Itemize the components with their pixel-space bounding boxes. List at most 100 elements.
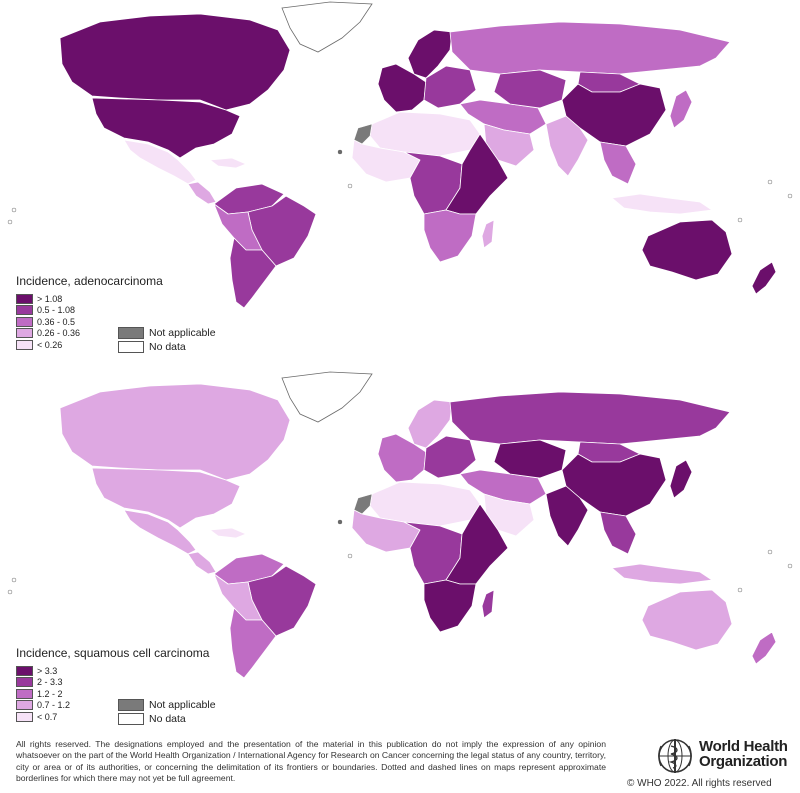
region-greenland — [281, 371, 373, 423]
island-dot — [337, 519, 343, 525]
region-mexico — [123, 139, 197, 185]
region-usa — [91, 467, 241, 529]
legend-label: 0.7 - 1.2 — [37, 700, 71, 711]
region-russia — [449, 391, 731, 445]
legend-item: Not applicable — [118, 698, 216, 712]
legend-label: 1.2 - 2 — [37, 688, 63, 699]
region-southeast-asia — [599, 141, 637, 185]
region-southern-cone — [229, 237, 277, 309]
legend-label: 2 - 3.3 — [37, 677, 63, 688]
squamous-cell-legend: Incidence, squamous cell carcinoma > 3.3… — [16, 646, 216, 725]
region-southern-africa — [423, 579, 477, 633]
island-dot — [767, 179, 773, 185]
region-central-america — [187, 181, 217, 205]
region-usa — [91, 97, 241, 159]
region-australia — [641, 219, 733, 281]
legend-swatch — [16, 305, 33, 316]
region-greenland — [281, 1, 373, 53]
who-emblem-icon — [658, 739, 692, 773]
region-central-asia — [493, 69, 567, 109]
region-caribbean — [209, 527, 247, 539]
legend-swatch — [16, 316, 33, 327]
adenocarcinoma-map — [0, 0, 800, 360]
region-india — [545, 115, 589, 177]
world-map-svg — [7, 1, 793, 309]
legend-label: No data — [149, 341, 186, 353]
island-dot — [7, 589, 13, 595]
region-middle-east — [459, 469, 547, 505]
legend-title: Incidence, squamous cell carcinoma — [16, 646, 210, 660]
legend-swatch — [118, 327, 144, 339]
legend-item: 0.36 - 0.5 — [16, 316, 163, 328]
legend-item: 0.7 - 1.2 — [16, 700, 209, 712]
region-new-zealand — [751, 261, 777, 295]
island-dot — [787, 193, 793, 199]
legend-label: Not applicable — [149, 327, 216, 339]
legend-label: < 0.7 — [37, 711, 58, 722]
legend-item: No data — [118, 712, 216, 726]
region-japan — [669, 89, 693, 129]
legend-swatch — [16, 700, 33, 711]
legend-item: < 0.7 — [16, 711, 209, 723]
region-indonesia — [611, 563, 713, 585]
legend-label: Not applicable — [149, 699, 216, 711]
island-dot — [347, 553, 353, 559]
region-canada — [59, 383, 291, 481]
legend-extra: Not applicable No data — [118, 698, 216, 726]
legend-item: 0.26 - 0.36 — [16, 328, 163, 340]
island-dot — [7, 219, 13, 225]
legend-swatch — [16, 677, 33, 688]
island-dot — [11, 207, 17, 213]
legend-item: 0.5 - 1.08 — [16, 305, 163, 317]
legend-label: > 3.3 — [37, 665, 58, 676]
island-dot — [737, 217, 743, 223]
region-madagascar — [481, 589, 495, 619]
island-dot — [337, 149, 343, 155]
region-western-europe — [377, 63, 427, 113]
region-southeast-asia — [599, 511, 637, 555]
region-southern-africa — [423, 209, 477, 263]
region-mexico — [123, 509, 197, 555]
legend-swatch — [16, 339, 33, 350]
legend-swatch — [118, 713, 144, 725]
legend-item: > 1.08 — [16, 293, 163, 305]
legend-item: > 3.3 — [16, 665, 209, 677]
logo-line-2: Organization — [699, 753, 788, 770]
legend-swatch — [16, 293, 33, 304]
logo-line-1: World Health — [699, 738, 788, 755]
legend-swatch — [16, 328, 33, 339]
region-western-sahara — [353, 493, 373, 515]
legend-swatch — [118, 341, 144, 353]
island-dot — [787, 563, 793, 569]
legend-label: 0.36 - 0.5 — [37, 316, 76, 327]
island-dot — [737, 587, 743, 593]
squamous-cell-map — [0, 370, 800, 730]
region-eastern-europe — [423, 65, 477, 109]
legend-label: > 1.08 — [37, 293, 63, 304]
disclaimer-text: All rights reserved. The designations em… — [16, 739, 606, 783]
region-canada — [59, 13, 291, 111]
region-central-america — [187, 551, 217, 575]
legend-label: < 0.26 — [37, 339, 63, 350]
legend-extra: Not applicable No data — [118, 326, 216, 354]
legend-item: 2 - 3.3 — [16, 677, 209, 689]
region-australia — [641, 589, 733, 651]
region-western-sahara — [353, 123, 373, 145]
region-eastern-europe — [423, 435, 477, 479]
region-central-asia — [493, 439, 567, 479]
region-caribbean — [209, 157, 247, 169]
legend-swatch — [16, 711, 33, 722]
region-japan — [669, 459, 693, 499]
legend-swatch — [118, 699, 144, 711]
region-middle-east — [459, 99, 547, 135]
legend-swatch — [16, 688, 33, 699]
legend-label: No data — [149, 713, 186, 725]
region-madagascar — [481, 219, 495, 249]
island-dot — [347, 183, 353, 189]
copyright-text: © WHO 2022. All rights reserved — [627, 778, 772, 789]
region-india — [545, 485, 589, 547]
legend-item: < 0.26 — [16, 339, 163, 351]
region-indonesia — [611, 193, 713, 215]
island-dot — [767, 549, 773, 555]
region-russia — [449, 21, 731, 75]
